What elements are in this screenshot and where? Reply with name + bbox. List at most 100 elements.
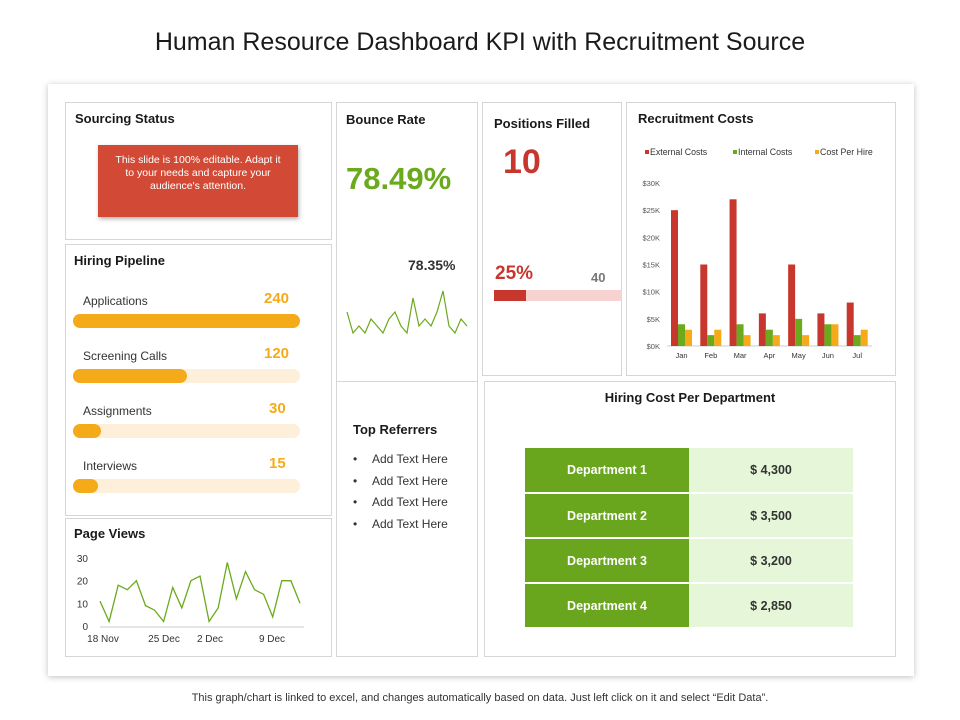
pipeline-bar-screening-calls — [73, 369, 300, 383]
page-views-chart[interactable]: 0 10 20 30 18 Nov 25 Dec 2 Dec 9 Dec — [66, 519, 331, 656]
bounce-rate-value: 78.49% — [346, 161, 452, 196]
bar[interactable] — [846, 302, 854, 346]
hiring-pipeline-title: Hiring Pipeline — [74, 253, 166, 268]
pipeline-fill-screening-calls — [73, 369, 187, 383]
footer-note: This graph/chart is linked to excel, and… — [191, 692, 769, 704]
x-tick-label: 2 Dec — [197, 634, 223, 645]
bar[interactable] — [707, 335, 715, 346]
y-tick-label: $0K — [647, 342, 660, 351]
y-tick-label: 20 — [77, 577, 89, 588]
legend-swatch — [815, 150, 819, 154]
department-name: Department 1 — [525, 448, 689, 494]
pipeline-value-assignments: 30 — [269, 400, 286, 417]
bar[interactable] — [853, 335, 861, 346]
dashboard-board: Sourcing Status This slide is 100% edita… — [48, 84, 914, 676]
referrer-item[interactable]: Add Text Here — [353, 495, 448, 517]
x-tick-label: Jul — [852, 351, 862, 360]
pipeline-bar-assignments — [73, 424, 300, 438]
department-name: Department 2 — [525, 493, 689, 539]
department-cost: $ 2,850 — [689, 583, 853, 629]
sourcing-status-note[interactable]: This slide is 100% editable. Adapt it to… — [98, 145, 298, 217]
bar[interactable] — [788, 264, 796, 347]
pipeline-label-interviews: Interviews — [83, 459, 138, 473]
bar[interactable] — [824, 324, 832, 346]
hiring-pipeline-panel: Hiring Pipeline Applications 240 Screeni… — [65, 244, 332, 516]
department-cost: $ 3,200 — [689, 538, 853, 584]
pipeline-fill-assignments — [73, 424, 102, 438]
bar[interactable] — [802, 335, 810, 346]
top-referrers-title: Top Referrers — [353, 422, 438, 437]
sourcing-status-panel: Sourcing Status This slide is 100% edita… — [65, 102, 332, 240]
bounce-rate-title: Bounce Rate — [346, 112, 426, 127]
bar[interactable] — [743, 335, 751, 346]
positions-filled-title: Positions Filled — [494, 116, 591, 131]
y-tick-label: 30 — [77, 554, 89, 565]
pipeline-label-applications: Applications — [83, 294, 148, 308]
pipeline-bar-interviews — [73, 479, 300, 493]
bar[interactable] — [736, 324, 744, 346]
legend-swatch — [645, 150, 649, 154]
pipeline-fill-applications — [73, 314, 300, 328]
legend-swatch — [733, 150, 737, 154]
positions-filled-value: 10 — [503, 143, 541, 181]
bounce-rate-line — [346, 290, 468, 335]
bounce-rate-secondary: 78.35% — [408, 257, 456, 273]
table-row[interactable]: Department 2 $ 3,500 — [525, 493, 853, 539]
page-views-line — [99, 562, 301, 624]
pipeline-label-screening-calls: Screening Calls — [83, 349, 168, 363]
hiring-cost-title: Hiring Cost Per Department — [604, 390, 776, 405]
positions-filled-percent: 25% — [495, 263, 534, 284]
referrer-item[interactable]: Add Text Here — [353, 517, 448, 539]
department-cost: $ 4,300 — [689, 448, 853, 494]
table-row[interactable]: Department 1 $ 4,300 — [525, 448, 853, 494]
positions-filled-progress-bar — [494, 290, 622, 301]
top-referrers-panel: Top Referrers Add Text Here Add Text Her… — [336, 381, 478, 657]
bar[interactable] — [758, 313, 766, 346]
bar[interactable] — [729, 199, 737, 346]
bar[interactable] — [817, 313, 825, 346]
positions-filled-progress-fill — [494, 290, 526, 301]
hiring-cost-panel: Hiring Cost Per Department Department 1 … — [484, 381, 896, 657]
bar[interactable] — [772, 335, 780, 346]
positions-filled-total: 40 — [591, 270, 606, 285]
page-views-panel: Page Views 0 10 20 30 18 Nov 25 Dec 2 Dec 9 Dec — [65, 518, 332, 657]
x-tick-label: 9 Dec — [259, 634, 285, 645]
pipeline-value-interviews: 15 — [269, 455, 286, 472]
x-tick-label: Feb — [704, 351, 717, 360]
y-tick-label: $10K — [642, 288, 660, 297]
page-title: Human Resource Dashboard KPI with Recrui… — [154, 28, 806, 56]
bar[interactable] — [671, 210, 678, 346]
bar[interactable] — [714, 329, 722, 346]
bar[interactable] — [765, 329, 773, 346]
legend-label: External Costs — [650, 147, 708, 157]
x-tick-label: 25 Dec — [148, 634, 180, 645]
x-tick-label: Jun — [822, 351, 834, 360]
positions-filled-panel: Positions Filled 10 25% 40 — [482, 102, 622, 376]
x-tick-label: 18 Nov — [87, 634, 119, 645]
pipeline-label-assignments: Assignments — [83, 404, 152, 418]
y-tick-label: $15K — [642, 261, 660, 270]
recruitment-costs-chart[interactable]: External Costs Internal Costs Cost Per Hir… — [627, 103, 895, 375]
department-cost: $ 3,500 — [689, 493, 853, 539]
referrer-item[interactable]: Add Text Here — [353, 474, 448, 496]
top-referrers-list: Add Text Here Add Text Here Add Text Her… — [353, 452, 448, 538]
table-row[interactable]: Department 3 $ 3,200 — [525, 538, 853, 584]
bar[interactable] — [795, 318, 803, 346]
y-tick-label: $25K — [642, 206, 660, 215]
bar[interactable] — [860, 329, 868, 346]
y-tick-label: $20K — [642, 233, 660, 242]
bar[interactable] — [685, 329, 692, 346]
bar[interactable] — [700, 264, 708, 347]
department-name: Department 3 — [525, 538, 689, 584]
x-tick-label: Jan — [675, 351, 687, 360]
referrer-item[interactable]: Add Text Here — [353, 452, 448, 474]
pipeline-value-screening-calls: 120 — [264, 345, 290, 362]
hiring-cost-table: Department 1 $ 4,300 Department 2 $ 3,50… — [525, 448, 853, 629]
department-name: Department 4 — [525, 583, 689, 629]
bar[interactable] — [831, 324, 839, 346]
pipeline-value-applications: 240 — [264, 290, 290, 307]
y-tick-label: 0 — [82, 622, 88, 633]
bar[interactable] — [678, 324, 685, 346]
table-row[interactable]: Department 4 $ 2,850 — [525, 583, 853, 629]
x-tick-label: May — [792, 351, 806, 360]
